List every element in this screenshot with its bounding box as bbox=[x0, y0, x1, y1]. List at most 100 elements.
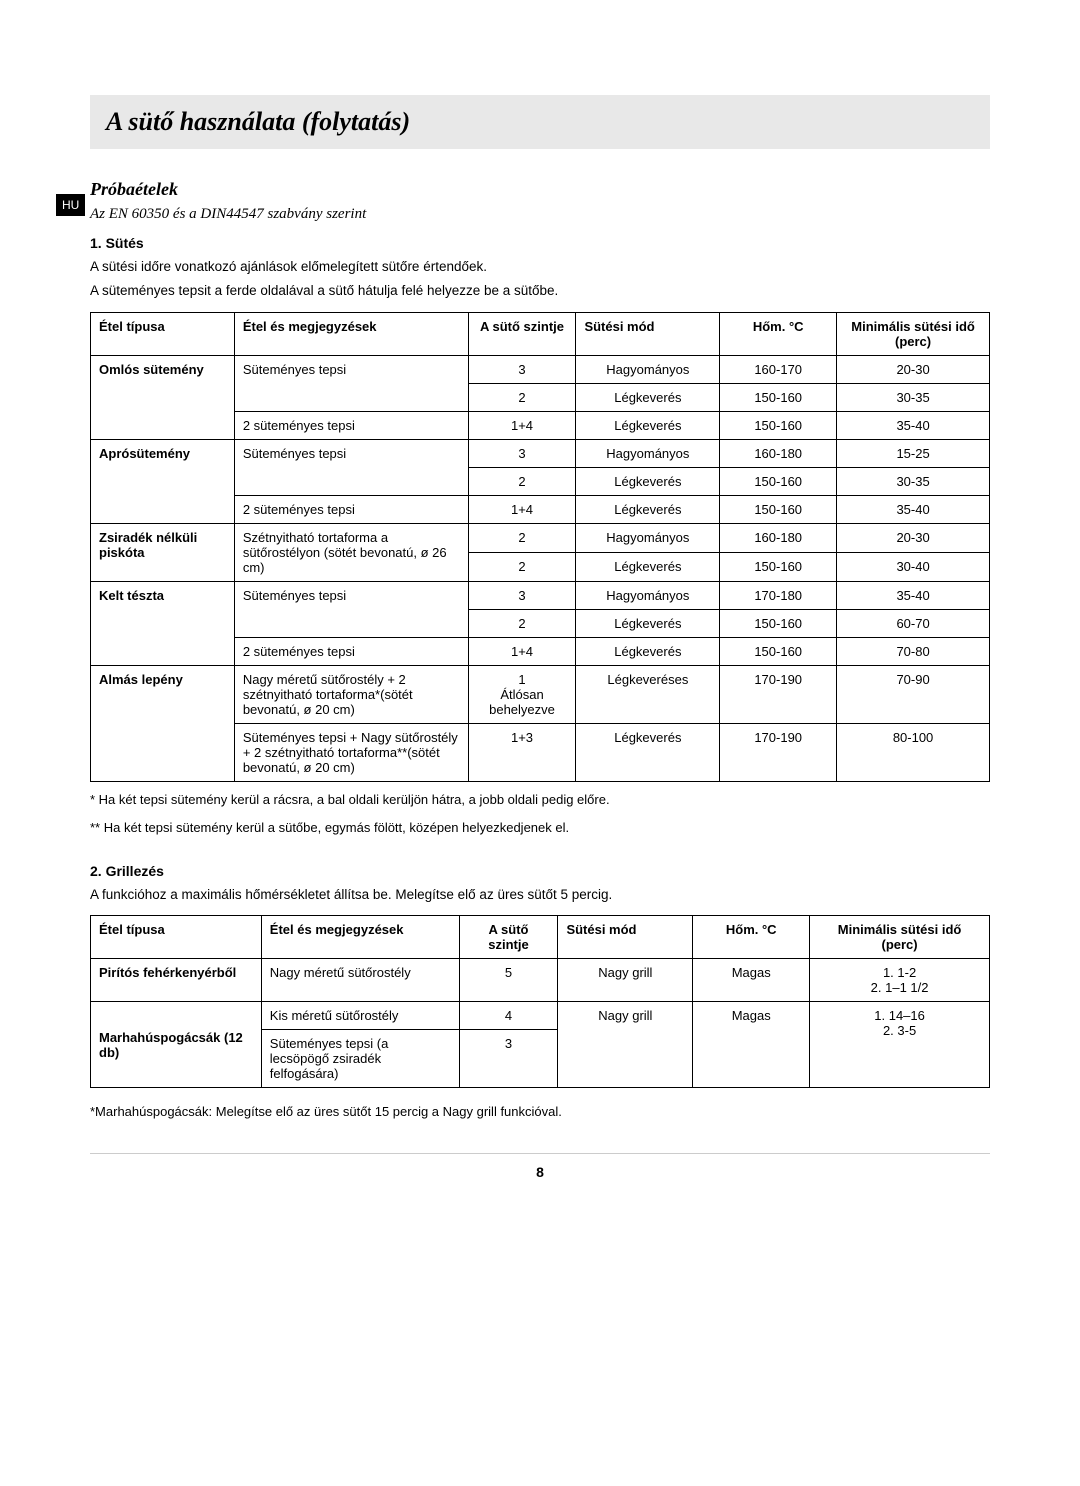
cell-level: 5 bbox=[459, 959, 558, 1002]
table-header-row: Étel típusa Étel és megjegyzések A sütő … bbox=[91, 916, 990, 959]
table-header-row: Étel típusa Étel és megjegyzések A sütő … bbox=[91, 312, 990, 355]
standard-note: Az EN 60350 és a DIN44547 szabvány szeri… bbox=[90, 206, 990, 223]
baking-footnote-2: ** Ha két tepsi sütemény kerül a sütőbe,… bbox=[90, 818, 990, 839]
cell-temp: 150-160 bbox=[720, 637, 837, 665]
food-note: Kis méretű sütőrostély bbox=[261, 1002, 459, 1030]
cell-mode: Nagy grill bbox=[558, 1002, 693, 1088]
col-food-type: Étel típusa bbox=[91, 312, 235, 355]
cell-level: 3 bbox=[459, 1030, 558, 1088]
table-row: Pirítós fehérkenyérből Nagy méretű sütőr… bbox=[91, 959, 990, 1002]
table-row: Zsiradék nélküli piskóta Szétnyitható to… bbox=[91, 523, 990, 552]
food-note: Nagy méretű sütőrostély + 2 szétnyitható… bbox=[234, 665, 468, 723]
cell-time: 30-35 bbox=[837, 467, 990, 495]
cell-mode: Légkeverés bbox=[576, 637, 720, 665]
baking-heading: 1. Sütés bbox=[90, 235, 990, 251]
cell-level: 2 bbox=[468, 552, 576, 581]
food-note: Nagy méretű sütőrostély bbox=[261, 959, 459, 1002]
cell-time: 20-30 bbox=[837, 355, 990, 383]
grilling-footnote: *Marhahúspogácsák: Melegítse elő az üres… bbox=[90, 1102, 990, 1123]
food-note: Süteményes tepsi bbox=[234, 355, 468, 411]
cell-temp: 160-170 bbox=[720, 355, 837, 383]
cell-level: 1 Átlósan behelyezve bbox=[468, 665, 576, 723]
table-row: Marhahúspogácsák (12 db) Kis méretű sütő… bbox=[91, 1002, 990, 1030]
col-level: A sütő szintje bbox=[468, 312, 576, 355]
cell-time: 1. 14–16 2. 3-5 bbox=[810, 1002, 990, 1088]
baking-footnote-1: * Ha két tepsi sütemény kerül a rácsra, … bbox=[90, 790, 990, 811]
time-line-1: 1. 14–16 bbox=[818, 1008, 981, 1023]
food-type: Kelt tészta bbox=[91, 581, 235, 665]
food-type: Pirítós fehérkenyérből bbox=[91, 959, 262, 1002]
cell-time: 15-25 bbox=[837, 439, 990, 467]
cell-time: 70-80 bbox=[837, 637, 990, 665]
cell-temp: 150-160 bbox=[720, 383, 837, 411]
cell-level: 2 bbox=[468, 523, 576, 552]
col-notes: Étel és megjegyzések bbox=[261, 916, 459, 959]
cell-level: 4 bbox=[459, 1002, 558, 1030]
cell-time: 35-40 bbox=[837, 411, 990, 439]
food-note: Süteményes tepsi bbox=[234, 439, 468, 495]
cell-mode: Nagy grill bbox=[558, 959, 693, 1002]
cell-level: 3 bbox=[468, 439, 576, 467]
table-row: Omlós sütemény Süteményes tepsi 3 Hagyom… bbox=[91, 355, 990, 383]
food-note: 2 süteményes tepsi bbox=[234, 495, 468, 523]
time-line-2: 2. 3-5 bbox=[818, 1023, 981, 1038]
cell-level: 1+4 bbox=[468, 637, 576, 665]
grilling-intro: A funkcióhoz a maximális hőmérsékletet á… bbox=[90, 885, 990, 905]
food-note: Szétnyitható tortaforma a sütőrostélyon … bbox=[234, 523, 468, 581]
cell-mode: Hagyományos bbox=[576, 439, 720, 467]
cell-mode: Légkeverés bbox=[576, 383, 720, 411]
cell-time: 70-90 bbox=[837, 665, 990, 723]
cell-temp: Magas bbox=[693, 1002, 810, 1088]
cell-mode: Légkeverés bbox=[576, 495, 720, 523]
cell-temp: 150-160 bbox=[720, 609, 837, 637]
cell-level: 1+4 bbox=[468, 495, 576, 523]
food-type: Marhahúspogácsák (12 db) bbox=[91, 1002, 262, 1088]
table-row: Aprósütemény Süteményes tepsi 3 Hagyomán… bbox=[91, 439, 990, 467]
food-note: Süteményes tepsi bbox=[234, 581, 468, 637]
col-time: Minimális sütési idő (perc) bbox=[810, 916, 990, 959]
cell-level: 2 bbox=[468, 609, 576, 637]
food-note: 2 süteményes tepsi bbox=[234, 637, 468, 665]
time-line-1: 1. 1-2 bbox=[818, 965, 981, 980]
cell-time: 30-40 bbox=[837, 552, 990, 581]
cell-mode: Légkeveréses bbox=[576, 665, 720, 723]
baking-text-1: A sütési időre vonatkozó ajánlások előme… bbox=[90, 257, 990, 277]
cell-level: 3 bbox=[468, 355, 576, 383]
food-note: Süteményes tepsi + Nagy sütőrostély + 2 … bbox=[234, 723, 468, 781]
col-food-type: Étel típusa bbox=[91, 916, 262, 959]
cell-mode: Hagyományos bbox=[576, 355, 720, 383]
cell-temp: 170-180 bbox=[720, 581, 837, 609]
cell-temp: 150-160 bbox=[720, 467, 837, 495]
cell-time: 20-30 bbox=[837, 523, 990, 552]
table-row: Almás lepény Nagy méretű sütőrostély + 2… bbox=[91, 665, 990, 723]
col-time: Minimális sütési idő (perc) bbox=[837, 312, 990, 355]
cell-mode: Hagyományos bbox=[576, 523, 720, 552]
table-row: Kelt tészta Süteményes tepsi 3 Hagyomány… bbox=[91, 581, 990, 609]
cell-mode: Légkeverés bbox=[576, 411, 720, 439]
cell-mode: Légkeverés bbox=[576, 467, 720, 495]
col-notes: Étel és megjegyzések bbox=[234, 312, 468, 355]
cell-time: 1. 1-2 2. 1–1 1/2 bbox=[810, 959, 990, 1002]
cell-temp: 160-180 bbox=[720, 523, 837, 552]
cell-level: 2 bbox=[468, 383, 576, 411]
cell-level: 1+3 bbox=[468, 723, 576, 781]
food-type: Aprósütemény bbox=[91, 439, 235, 523]
food-type: Zsiradék nélküli piskóta bbox=[91, 523, 235, 581]
cell-time: 60-70 bbox=[837, 609, 990, 637]
cell-time: 35-40 bbox=[837, 581, 990, 609]
cell-time: 35-40 bbox=[837, 495, 990, 523]
cell-temp: 160-180 bbox=[720, 439, 837, 467]
cell-temp: 170-190 bbox=[720, 723, 837, 781]
language-marker: HU bbox=[56, 194, 85, 216]
page-title: A sütő használata (folytatás) bbox=[106, 107, 974, 137]
cell-mode: Légkeverés bbox=[576, 723, 720, 781]
cell-mode: Légkeverés bbox=[576, 609, 720, 637]
time-line-2: 2. 1–1 1/2 bbox=[818, 980, 981, 995]
food-note: 2 süteményes tepsi bbox=[234, 411, 468, 439]
page-number: 8 bbox=[90, 1153, 990, 1180]
col-mode: Sütési mód bbox=[558, 916, 693, 959]
cell-time: 30-35 bbox=[837, 383, 990, 411]
cell-temp: 150-160 bbox=[720, 495, 837, 523]
cell-level: 2 bbox=[468, 467, 576, 495]
col-temp: Hőm. °C bbox=[693, 916, 810, 959]
